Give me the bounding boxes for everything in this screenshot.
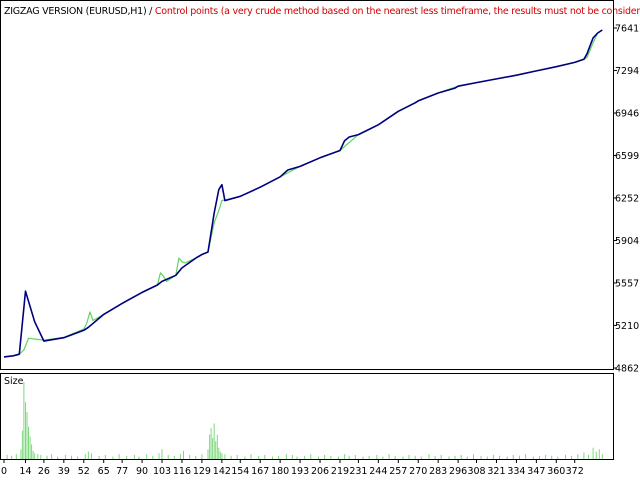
x-tick-label: 14	[19, 466, 31, 477]
y-tick-label: 5557	[615, 278, 639, 289]
x-tick-label: 103	[153, 466, 171, 477]
x-tick-label: 65	[98, 466, 110, 477]
x-tick-label: 90	[136, 466, 148, 477]
y-tick-label: 5904	[615, 236, 639, 247]
x-tick-label: 296	[449, 466, 467, 477]
x-tick-label: 154	[231, 466, 249, 477]
x-tick-label: 334	[507, 466, 525, 477]
x-tick-label: 372	[566, 466, 584, 477]
x-tick-label: 193	[291, 466, 309, 477]
x-tick-label: 116	[173, 466, 191, 477]
subwindow-label: Size	[4, 376, 24, 387]
y-tick-label: 7294	[615, 66, 639, 77]
series-line-main	[3, 29, 603, 358]
chart-title: ZIGZAG VERSION (EURUSD,H1) / Control poi…	[4, 6, 640, 17]
x-tick-label: 26	[38, 466, 50, 477]
x-tick-label: 142	[213, 466, 231, 477]
x-tick-label: 77	[116, 466, 128, 477]
series-line-control	[3, 29, 603, 358]
x-tick-label: 180	[271, 466, 289, 477]
x-tick-label: 219	[331, 466, 349, 477]
y-axis: 4862 5210 5557 5904 6252 6599 6946 7294 7641	[613, 24, 639, 375]
y-tick-label: 6599	[615, 151, 639, 162]
y-tick-label: 4862	[615, 364, 639, 375]
x-tick-label: 270	[409, 466, 427, 477]
x-tick-label: 52	[78, 466, 90, 477]
y-tick-label: 7641	[615, 24, 639, 35]
y-tick-label: 6252	[615, 193, 639, 204]
main-plot-frame	[0, 0, 614, 370]
chart-title-main: ZIGZAG VERSION (EURUSD,H1)	[4, 6, 147, 17]
y-tick-label: 6946	[615, 109, 639, 120]
chart-title-note: Control points (a very crude method base…	[154, 6, 640, 17]
x-tick-label: 129	[193, 466, 211, 477]
y-tick-label: 5210	[615, 321, 639, 332]
x-axis: 0 14 26 39 52 65 77 90 103 116 129 142 154 167 180 193 2…	[1, 459, 584, 477]
x-tick-label: 283	[429, 466, 447, 477]
x-tick-label: 347	[527, 466, 545, 477]
x-tick-label: 231	[349, 466, 367, 477]
main-series-group	[3, 29, 603, 358]
x-tick-label: 321	[487, 466, 505, 477]
x-tick-label: 308	[467, 466, 485, 477]
x-tick-label: 0	[1, 466, 7, 477]
x-tick-label: 39	[58, 466, 70, 477]
size-bars-group	[6, 382, 603, 459]
x-tick-label: 206	[311, 466, 329, 477]
x-tick-label: 167	[251, 466, 269, 477]
x-tick-label: 360	[547, 466, 565, 477]
chart-title-separator: /	[146, 6, 155, 17]
x-tick-label: 244	[369, 466, 387, 477]
sub-plot-frame	[0, 373, 614, 460]
x-tick-label: 257	[389, 466, 407, 477]
